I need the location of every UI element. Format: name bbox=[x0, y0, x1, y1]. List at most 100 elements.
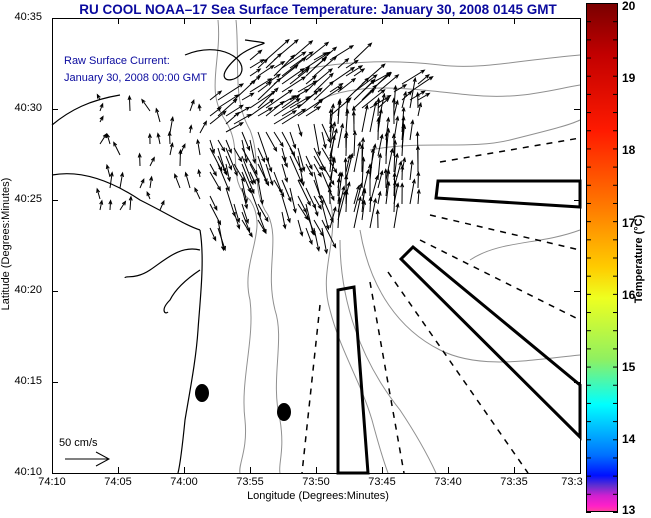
current-arrow bbox=[241, 147, 258, 176]
current-arrow bbox=[169, 142, 174, 156]
colorbar-tick-label: 16 bbox=[622, 288, 636, 302]
current-arrow bbox=[409, 159, 414, 181]
current-arrow bbox=[281, 67, 306, 85]
current-arrow bbox=[321, 86, 343, 101]
current-arrow bbox=[391, 97, 396, 125]
current-arrow bbox=[249, 171, 256, 185]
colorbar bbox=[586, 3, 618, 512]
current-arrow bbox=[305, 106, 322, 117]
current-arrow bbox=[257, 147, 266, 163]
current-arrow bbox=[344, 130, 349, 157]
scale-arrow bbox=[65, 451, 111, 467]
current-arrow bbox=[329, 66, 356, 85]
current-arrow bbox=[257, 64, 275, 77]
current-arrow bbox=[321, 163, 335, 186]
current-arrow bbox=[281, 163, 289, 183]
current-arrow bbox=[345, 65, 364, 77]
current-arrow bbox=[257, 87, 279, 109]
current-arrow bbox=[241, 203, 249, 225]
current-arrow bbox=[225, 163, 231, 183]
colorbar-tick-label: 14 bbox=[622, 432, 636, 446]
current-arrow bbox=[337, 77, 357, 93]
current-arrow bbox=[281, 76, 307, 93]
current-arrow bbox=[305, 87, 323, 101]
dashed-line bbox=[429, 214, 581, 251]
current-arrow bbox=[281, 51, 307, 69]
current-arrow bbox=[233, 211, 241, 230]
current-arrow bbox=[241, 163, 255, 195]
current-arrow bbox=[217, 155, 228, 176]
current-arrow bbox=[385, 168, 391, 197]
current-arrow bbox=[329, 45, 355, 61]
current-arrow bbox=[233, 106, 251, 117]
current-arrow bbox=[265, 155, 273, 173]
current-arrow bbox=[241, 92, 255, 101]
current-arrow bbox=[297, 219, 304, 237]
dashed-line bbox=[369, 281, 405, 474]
current-arrow bbox=[392, 171, 397, 197]
current-arrow bbox=[353, 195, 362, 229]
x-tick-label: 74:05 bbox=[104, 476, 132, 488]
current-arrow bbox=[360, 143, 365, 173]
current-arrow bbox=[417, 101, 423, 117]
current-arrow bbox=[327, 187, 332, 205]
current-arrow bbox=[113, 141, 121, 156]
current-arrow bbox=[281, 195, 291, 224]
contour-line bbox=[235, 19, 283, 474]
current-arrow bbox=[233, 203, 241, 224]
current-arrow bbox=[273, 39, 299, 61]
current-arrow bbox=[376, 97, 381, 117]
current-arrow bbox=[415, 91, 420, 109]
current-arrow bbox=[353, 68, 366, 77]
current-arrow bbox=[108, 199, 113, 211]
current-arrow bbox=[265, 131, 278, 153]
x-axis-title: Longitude (Degrees:Minutes) bbox=[247, 490, 389, 502]
coast-line bbox=[124, 248, 201, 279]
current-arrow bbox=[217, 227, 226, 252]
current-arrow bbox=[393, 84, 408, 93]
current-arrow bbox=[305, 41, 330, 61]
current-arrow bbox=[257, 203, 269, 223]
current-arrow bbox=[361, 187, 367, 213]
current-arrow bbox=[377, 152, 383, 181]
current-arrow bbox=[197, 168, 202, 178]
coast-line bbox=[51, 173, 201, 231]
current-arrow bbox=[305, 163, 314, 177]
current-arrow bbox=[393, 99, 399, 117]
current-arrow bbox=[337, 196, 342, 229]
current-arrow bbox=[297, 147, 306, 173]
current-arrow bbox=[96, 93, 101, 101]
current-arrow bbox=[377, 190, 382, 205]
current-arrow bbox=[141, 98, 151, 112]
current-arrow bbox=[329, 121, 337, 149]
contour-line bbox=[339, 239, 437, 474]
current-arrow bbox=[265, 163, 274, 187]
current-arrow bbox=[305, 227, 313, 246]
current-arrow bbox=[385, 147, 394, 181]
dashed-line bbox=[387, 271, 529, 474]
plot-frame bbox=[52, 18, 581, 474]
x-tick-label: 74:00 bbox=[170, 476, 198, 488]
y-tick-label: 40:30 bbox=[14, 102, 42, 114]
current-arrow bbox=[329, 102, 335, 133]
current-arrow bbox=[400, 164, 405, 181]
current-arrow bbox=[376, 116, 381, 141]
beam-polygon bbox=[434, 179, 582, 209]
current-arrow bbox=[289, 40, 314, 61]
current-arrow bbox=[361, 199, 367, 221]
current-arrow bbox=[289, 187, 297, 214]
current-arrow bbox=[217, 83, 245, 101]
current-arrow bbox=[265, 38, 290, 61]
current-arrow bbox=[383, 168, 388, 189]
current-arrow bbox=[351, 105, 356, 133]
current-arrow bbox=[401, 69, 426, 85]
current-arrow bbox=[139, 178, 145, 189]
current-arrow bbox=[225, 187, 236, 218]
current-arrow bbox=[241, 131, 251, 152]
current-arrow bbox=[241, 139, 248, 164]
current-arrow bbox=[105, 163, 111, 178]
current-arrow bbox=[99, 115, 104, 123]
x-tick-label: 73:55 bbox=[236, 476, 264, 488]
x-tick-label: 73:45 bbox=[368, 476, 396, 488]
current-arrow bbox=[329, 123, 334, 141]
